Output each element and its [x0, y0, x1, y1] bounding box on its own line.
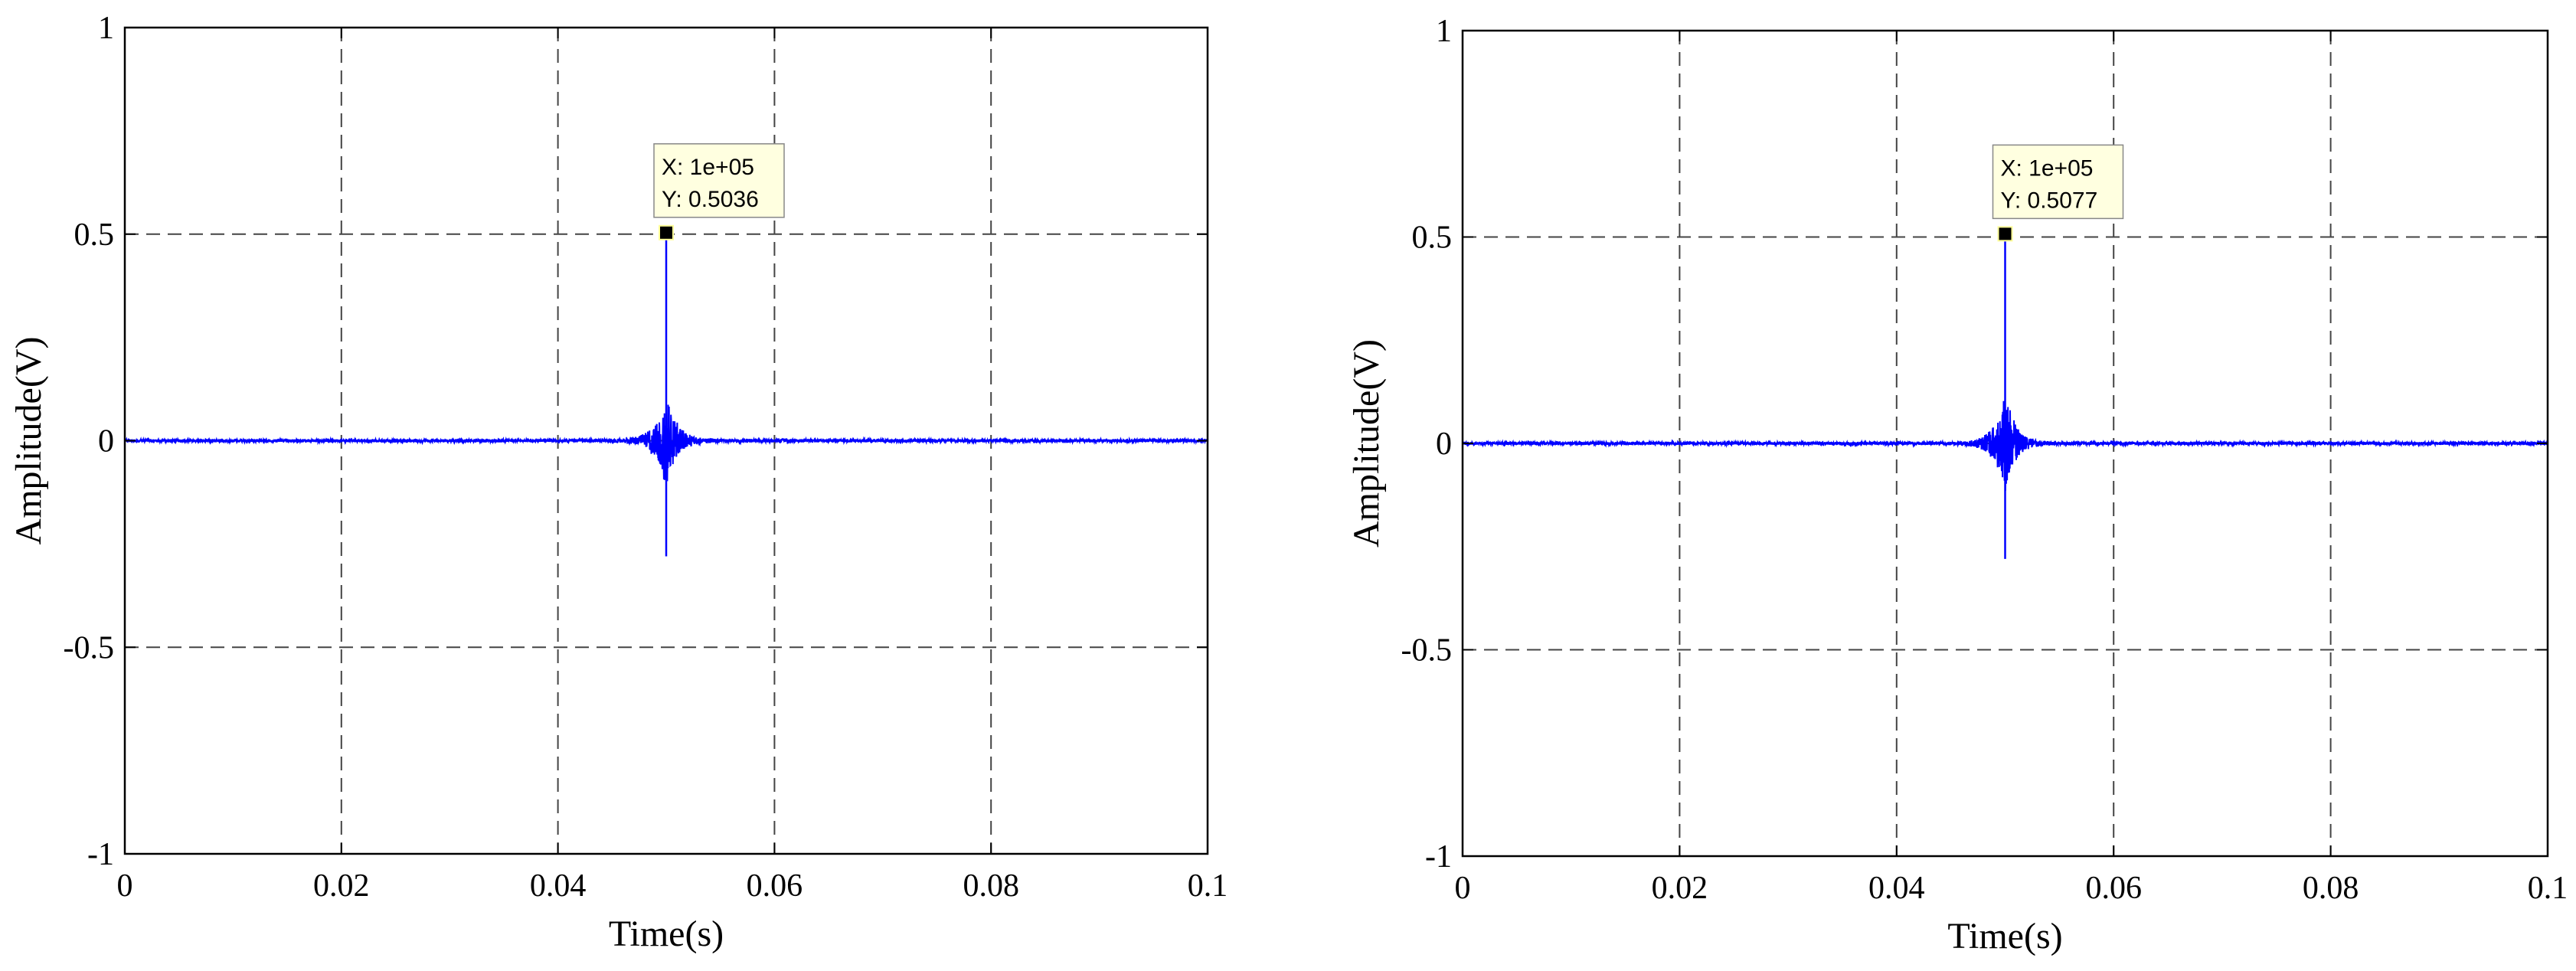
y-tick-label: 0.5: [74, 217, 115, 253]
x-tick-label: 0: [1455, 871, 1471, 906]
datatip-box: [1992, 144, 2124, 220]
x-axis-label: Time(s): [1947, 916, 2062, 956]
x-tick-label: 0.1: [1188, 868, 1228, 904]
y-tick-label: -0.5: [1401, 633, 1453, 669]
datatip-marker: [1997, 226, 2013, 242]
datatip-box: [653, 143, 785, 218]
x-tick-label: 0.04: [530, 868, 587, 904]
x-tick-label: 0.02: [313, 868, 370, 904]
datatip-y-label: Y: 0.5036: [662, 187, 759, 212]
y-tick-label: -0.5: [64, 630, 115, 665]
y-axis-label: Amplitude(V): [8, 337, 49, 545]
datatip-x-label: X: 1e+05: [2001, 155, 2094, 181]
x-tick-label: 0.08: [2303, 871, 2359, 906]
x-tick-label: 0.06: [747, 868, 803, 904]
y-tick-label: 1: [1436, 14, 1452, 49]
y-tick-label: 0.5: [1412, 221, 1453, 256]
y-tick-label: 0: [1436, 427, 1452, 462]
datatip-x-label: X: 1e+05: [662, 155, 754, 180]
x-tick-label: 0.08: [963, 868, 1019, 904]
y-tick-label: -1: [1425, 839, 1452, 875]
x-tick-label: 0: [117, 868, 133, 904]
datatip-y-label: Y: 0.5077: [2001, 188, 2098, 213]
y-tick-label: 1: [98, 11, 114, 46]
x-tick-label: 0.1: [2528, 871, 2568, 906]
datatip-marker: [659, 224, 674, 240]
chart-panel-1: 0 0.02 0.04 0.06 0.08 0.1 -1 -0.5 0 0.5 1 Time(s) Am…: [8, 11, 1228, 954]
chart-panel-2: 0 0.02 0.04 0.06 0.08 0.1 -1 -0.5 0 0.5 1 Time(s) Am…: [1346, 14, 2568, 956]
y-axis-label: Amplitude(V): [1346, 339, 1387, 548]
y-tick-label: 0: [98, 424, 114, 459]
x-tick-label: 0.02: [1652, 871, 1708, 906]
x-tick-label: 0.06: [2085, 871, 2142, 906]
x-axis-label: Time(s): [609, 914, 724, 954]
y-tick-label: -1: [87, 837, 114, 872]
x-tick-label: 0.04: [1868, 871, 1925, 906]
